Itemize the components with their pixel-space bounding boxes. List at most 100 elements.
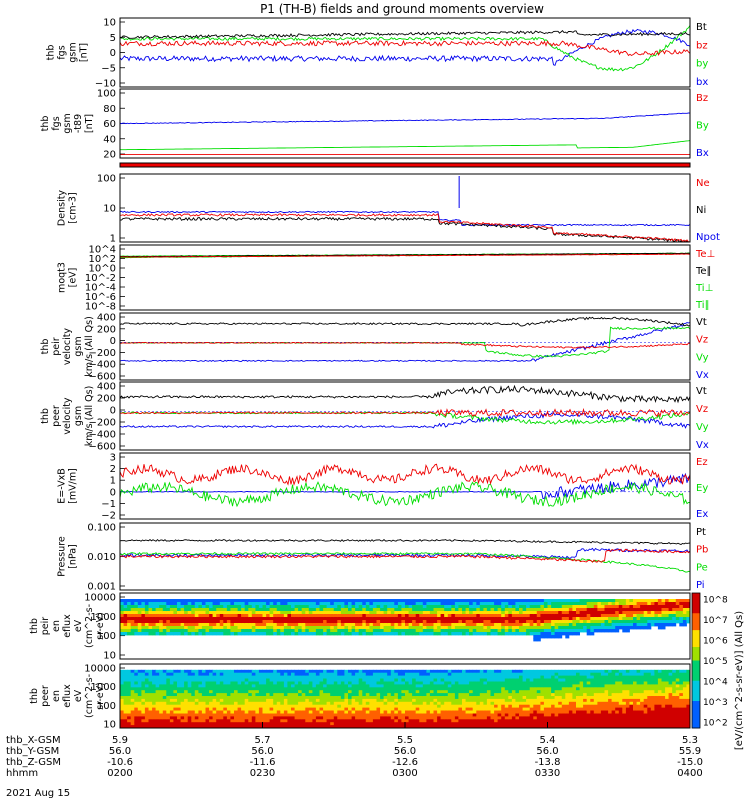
spectrogram-cell xyxy=(377,716,381,719)
spectrogram-cell xyxy=(209,614,213,617)
spectrogram-cell xyxy=(348,632,352,635)
spectrogram-cell xyxy=(394,602,398,605)
spectrogram-cell xyxy=(523,696,527,699)
spectrogram-cell xyxy=(558,711,562,714)
spectrogram-cell xyxy=(580,696,584,699)
spectrogram-cell xyxy=(213,699,217,702)
spectrogram-cell xyxy=(451,617,455,620)
spectrogram-cell xyxy=(612,602,616,605)
spectrogram-cell xyxy=(533,629,537,632)
spectrogram-cell xyxy=(309,684,313,687)
spectrogram-cell xyxy=(380,687,384,690)
spectrogram-cell xyxy=(191,714,195,717)
legend-3: Ti∥ xyxy=(695,300,710,311)
spectrogram-cell xyxy=(124,719,128,722)
spectrogram-cell xyxy=(298,682,302,685)
spectrogram-cell xyxy=(434,696,438,699)
legend-3: bx xyxy=(696,77,708,88)
spectrogram-cell xyxy=(558,629,562,632)
spectrogram-cell xyxy=(498,617,502,620)
spectrogram-cell xyxy=(149,679,153,682)
spectrogram-cell xyxy=(391,623,395,626)
spectrogram-cell xyxy=(594,708,598,711)
spectrogram-cell xyxy=(377,696,381,699)
spectrogram-cell xyxy=(622,673,626,676)
spectrogram-cell xyxy=(305,623,309,626)
spectrogram-cell xyxy=(255,716,259,719)
spectrogram-cell xyxy=(551,714,555,717)
spectrogram-cell xyxy=(455,719,459,722)
spectrogram-cell xyxy=(209,670,213,673)
spectrogram-cell xyxy=(206,608,210,611)
spectrogram-cell xyxy=(434,702,438,705)
spectrogram-cell xyxy=(330,719,334,722)
spectrogram-cell xyxy=(412,687,416,690)
spectrogram-cell xyxy=(508,722,512,725)
ytick-label: 20 xyxy=(103,150,116,161)
spectrogram-cell xyxy=(188,673,192,676)
spectrogram-cell xyxy=(448,611,452,614)
spectrogram-cell xyxy=(515,673,519,676)
spectrogram-cell xyxy=(206,626,210,629)
spectrogram-cell xyxy=(238,623,242,626)
spectrogram-cell xyxy=(597,716,601,719)
spectrogram-cell xyxy=(508,676,512,679)
spectrogram-cell xyxy=(458,708,462,711)
spectrogram-cell xyxy=(173,611,177,614)
spectrogram-cell xyxy=(441,693,445,696)
spectrogram-cell xyxy=(230,702,234,705)
panel-9: 10000100010010thbpeirenefluxeV(cm^2-s-sr… xyxy=(29,593,690,662)
spectrogram-cell xyxy=(362,614,366,617)
spectrogram-cell xyxy=(401,714,405,717)
spectrogram-cell xyxy=(537,679,541,682)
spectrogram-cell xyxy=(605,708,609,711)
spectrogram-cell xyxy=(245,626,249,629)
spectrogram-cell xyxy=(355,623,359,626)
spectrogram-cell xyxy=(263,699,267,702)
spectrogram-cell xyxy=(569,620,573,623)
spectrogram-cell xyxy=(562,687,566,690)
spectrogram-cell xyxy=(537,676,541,679)
spectrogram-cell xyxy=(515,614,519,617)
spectrogram-cell xyxy=(355,676,359,679)
spectrogram-cell xyxy=(683,602,687,605)
spectrogram-cell xyxy=(252,608,256,611)
spectrogram-cell xyxy=(284,608,288,611)
spectrogram-cell xyxy=(344,623,348,626)
spectrogram-cell xyxy=(141,673,145,676)
spectrogram-cell xyxy=(163,626,167,629)
spectrogram-cell xyxy=(252,614,256,617)
spectrogram-cell xyxy=(537,682,541,685)
spectrogram-cell xyxy=(120,608,124,611)
spectrogram-cell xyxy=(469,614,473,617)
spectrogram-cell xyxy=(341,611,345,614)
spectrogram-cell xyxy=(188,714,192,717)
spectrogram-cell xyxy=(426,620,430,623)
spectrogram-cell xyxy=(362,719,366,722)
spectrogram-cell xyxy=(605,705,609,708)
spectrogram-cell xyxy=(373,679,377,682)
spectrogram-cell xyxy=(191,623,195,626)
spectrogram-cell xyxy=(419,670,423,673)
spectrogram-cell xyxy=(252,670,256,673)
spectrogram-cell xyxy=(466,620,470,623)
spectrogram-cell xyxy=(498,676,502,679)
spectrogram-cell xyxy=(583,605,587,608)
spectrogram-cell xyxy=(181,614,185,617)
spectrogram-cell xyxy=(323,611,327,614)
spectrogram-cell xyxy=(209,676,213,679)
spectrogram-cell xyxy=(230,626,234,629)
spectrogram-cell xyxy=(355,719,359,722)
spectrogram-cell xyxy=(255,679,259,682)
spectrogram-cell xyxy=(170,620,174,623)
spectrogram-cell xyxy=(252,714,256,717)
spectrogram-cell xyxy=(209,693,213,696)
spectrogram-cell xyxy=(312,611,316,614)
spectrogram-cell xyxy=(377,682,381,685)
spectrogram-cell xyxy=(263,602,267,605)
spectrogram-cell xyxy=(398,608,402,611)
spectrogram-cell xyxy=(430,705,434,708)
spectrogram-cell xyxy=(291,696,295,699)
spectrogram-cell xyxy=(508,702,512,705)
spectrogram-cell xyxy=(608,602,612,605)
